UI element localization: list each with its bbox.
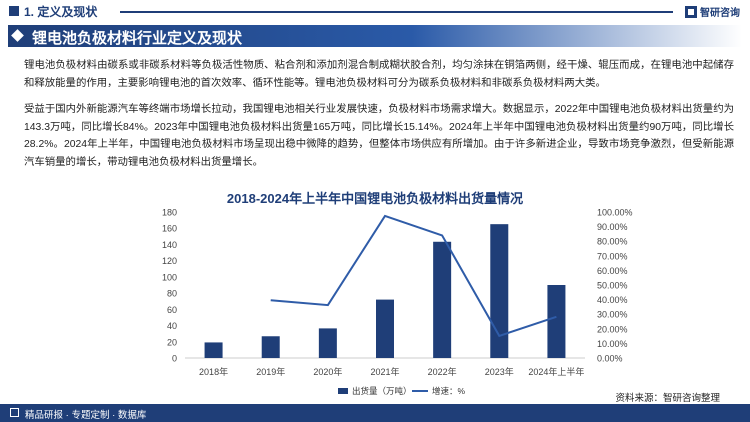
page-title: 锂电池负极材料行业定义及现状 xyxy=(32,30,243,47)
brand-name: 智研咨询 xyxy=(700,8,740,19)
left-axis-tick-label: 40 xyxy=(167,321,177,331)
x-axis-tick-label: 2022年 xyxy=(428,366,457,377)
top-bar: 1. 定义及现状 智研咨询 xyxy=(0,0,750,24)
left-axis-tick-label: 100 xyxy=(162,272,177,282)
title-banner: 锂电池负极材料行业定义及现状 xyxy=(8,25,742,47)
bar-shipment xyxy=(204,342,223,358)
bar-shipment xyxy=(490,224,509,358)
left-axis-tick-label: 0 xyxy=(172,354,177,364)
right-axis-tick-label: 20.00% xyxy=(597,324,628,334)
brand-logo-icon xyxy=(685,5,697,18)
x-axis-tick-label: 2023年 xyxy=(485,366,514,377)
right-axis-tick-label: 90.00% xyxy=(597,222,628,232)
chart-title: 2018-2024年上半年中国锂电池负极材料出货量情况 xyxy=(226,191,524,206)
growth-rate-line xyxy=(270,214,557,338)
legend-bar-swatch xyxy=(338,388,348,394)
footer-tagline: 精品研报 · 专题定制 · 数据库 xyxy=(25,410,147,421)
x-axis-tick-label: 2020年 xyxy=(313,366,342,377)
right-axis-tick-label: 80.00% xyxy=(597,237,628,247)
left-axis-tick-label: 20 xyxy=(167,337,177,347)
x-axis-tick-label: 2021年 xyxy=(370,366,399,377)
top-divider xyxy=(120,11,673,13)
source-note: 资料来源：智研咨询整理 xyxy=(615,393,720,404)
bar-shipment xyxy=(376,299,394,358)
bar-shipment xyxy=(318,328,337,358)
footer-bar: 精品研报 · 专题定制 · 数据库 xyxy=(0,404,750,422)
right-axis-tick-label: 0.00% xyxy=(597,354,623,364)
left-axis-tick-label: 180 xyxy=(162,208,177,218)
right-axis-tick-label: 50.00% xyxy=(597,281,628,291)
legend-bar-label: 出货量（万吨） xyxy=(352,386,412,396)
section-label: 1. 定义及现状 xyxy=(24,5,98,19)
left-axis-tick-label: 80 xyxy=(167,289,177,299)
right-axis-tick-label: 60.00% xyxy=(597,266,628,276)
bar-shipment xyxy=(433,241,452,358)
left-axis-tick-label: 140 xyxy=(162,240,177,250)
status-paragraph: 受益于国内外新能源汽车等终端市场增长拉动，我国锂电池相关行业发展快速，负极材料市… xyxy=(24,104,734,168)
x-axis-tick-label: 2018年 xyxy=(199,366,228,377)
left-axis-tick-label: 60 xyxy=(167,305,177,315)
legend-line-label: 增速：% xyxy=(432,386,466,396)
right-axis-tick-label: 100.00% xyxy=(597,208,633,218)
report-icon xyxy=(10,408,19,417)
left-axis-tick-label: 120 xyxy=(162,256,177,266)
right-axis-tick-label: 30.00% xyxy=(597,310,628,320)
right-axis-tick-label: 40.00% xyxy=(597,295,628,305)
right-axis-tick-label: 70.00% xyxy=(597,251,628,261)
bar-shipment xyxy=(261,336,280,358)
section-marker-icon xyxy=(9,6,19,16)
x-axis-tick-label: 2024年上半年 xyxy=(528,366,584,377)
bar-shipment xyxy=(547,285,566,358)
definition-paragraph: 锂电池负极材料由碳系或非碳系材料等负极活性物质、粘合剂和添加剂混合制成糊状胶合剂… xyxy=(24,60,734,89)
left-axis-tick-label: 160 xyxy=(162,224,177,234)
brand-logo: 智研咨询 xyxy=(685,4,740,19)
right-axis-tick-label: 10.00% xyxy=(597,339,628,349)
x-axis-tick-label: 2019年 xyxy=(256,366,285,377)
